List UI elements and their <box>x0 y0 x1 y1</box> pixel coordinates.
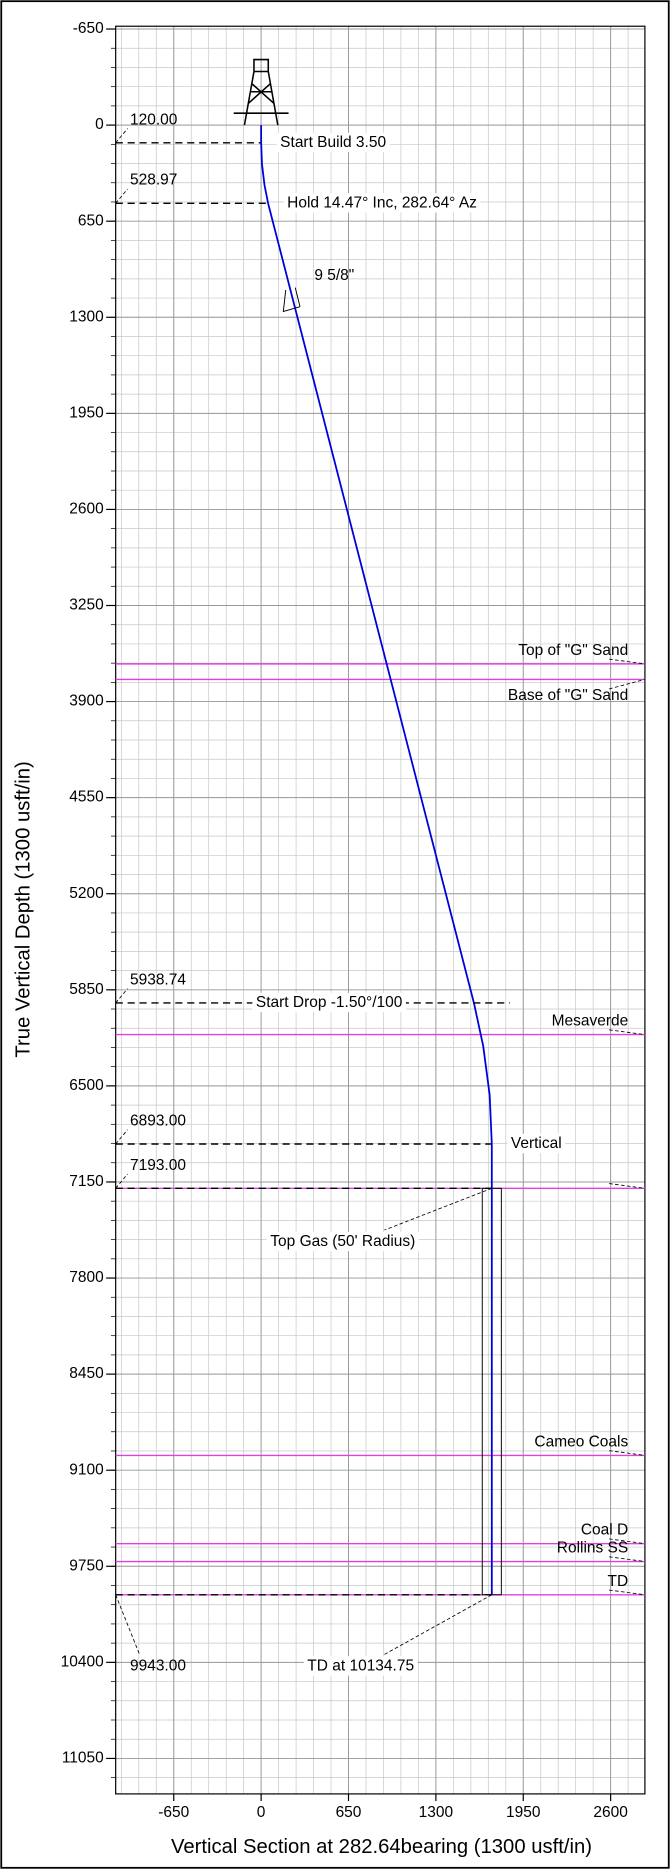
formation-label: TD <box>608 1573 629 1590</box>
marker-value-label: 528.97 <box>130 172 177 189</box>
x-axis-label: Vertical Section at 282.64bearing (1300 … <box>171 1836 592 1858</box>
y-axis-label: True Vertical Depth (1300 usft/in) <box>12 761 34 1057</box>
leader <box>115 1173 128 1189</box>
label-bg <box>276 132 390 153</box>
leader <box>115 988 128 1004</box>
y-tick-label: 650 <box>78 212 104 229</box>
x-tick-label: 2600 <box>593 1804 627 1821</box>
label-bg <box>283 193 481 213</box>
marker-value-label: 5938.74 <box>130 971 186 988</box>
casing-mark <box>282 287 301 313</box>
label-bg <box>266 1231 419 1252</box>
derrick <box>233 58 289 126</box>
y-tick-label: 11050 <box>62 1750 104 1767</box>
leader <box>384 1594 493 1655</box>
y-tick-label: 0 <box>95 116 104 133</box>
y-tick-label: -650 <box>73 20 104 37</box>
marker-value-label: 6893.00 <box>130 1112 186 1129</box>
y-tick-label: 5200 <box>69 885 103 902</box>
marker-value-label: 7193.00 <box>130 1157 186 1174</box>
y-tick-label: 7800 <box>69 1269 103 1286</box>
leader <box>115 1594 140 1655</box>
marker-value-label: 9943.00 <box>130 1657 186 1674</box>
label-bg <box>507 1133 566 1154</box>
plot-area <box>115 25 646 1795</box>
y-tick-label: 3900 <box>69 693 103 710</box>
marker-text: TD at 10134.75 <box>307 1657 414 1674</box>
formation-leader <box>609 1589 645 1596</box>
marker-text: Start Build 3.50 <box>280 134 386 151</box>
x-tick-label: -650 <box>158 1804 189 1821</box>
y-tick-label: 10400 <box>61 1653 104 1670</box>
formation-label: Coal D <box>581 1522 628 1539</box>
label-bg <box>252 992 406 1013</box>
y-tick-label: 7150 <box>69 1173 103 1190</box>
leader <box>115 128 128 144</box>
formation-label: Rollins SS <box>557 1540 628 1557</box>
x-tick-label: 650 <box>336 1804 362 1821</box>
formation-leader <box>609 679 646 690</box>
marker-text: Start Drop -1.50°/100 <box>256 994 403 1011</box>
y-tick-label: 6500 <box>69 1077 103 1094</box>
formation-label: Mesaverde <box>552 1013 629 1030</box>
formation-leader <box>609 1183 645 1189</box>
formation-label: Base of "G" Sand <box>508 687 628 704</box>
leader <box>115 188 128 204</box>
trajectory <box>260 125 493 1595</box>
formation-leader <box>609 1450 645 1456</box>
leader <box>115 1129 128 1145</box>
x-tick-label: 0 <box>257 1804 266 1821</box>
formation-leader <box>609 658 645 665</box>
marker-text: Top Gas (50' Radius) <box>270 1233 415 1250</box>
y-tick-label: 2600 <box>69 501 103 518</box>
marker-text: Hold 14.47° Inc, 282.64° Az <box>287 194 477 211</box>
x-tick-label: 1950 <box>506 1804 540 1821</box>
y-tick-label: 1300 <box>69 308 103 325</box>
formation-leader <box>609 1029 645 1036</box>
label-bg <box>303 1656 418 1676</box>
marker-text: Vertical <box>511 1135 562 1152</box>
marker-value-label: 120.00 <box>130 111 177 128</box>
x-tick-label: 1300 <box>419 1804 453 1821</box>
y-tick-label: 1950 <box>69 404 103 421</box>
y-tick-label: 3250 <box>69 597 103 614</box>
formation-leader <box>609 1538 645 1545</box>
y-tick-label: 9750 <box>69 1557 103 1574</box>
y-tick-label: 5850 <box>69 981 103 998</box>
casing-label: 9 5/8" <box>314 267 354 284</box>
y-tick-label: 9100 <box>69 1461 103 1478</box>
formation-label: Top of "G" Sand <box>518 642 628 659</box>
formation-label: Cameo Coals <box>534 1433 628 1450</box>
leader <box>384 1187 492 1231</box>
y-tick-label: 8450 <box>69 1365 103 1382</box>
formation-leader <box>609 1556 645 1562</box>
y-tick-label: 4550 <box>69 789 103 806</box>
